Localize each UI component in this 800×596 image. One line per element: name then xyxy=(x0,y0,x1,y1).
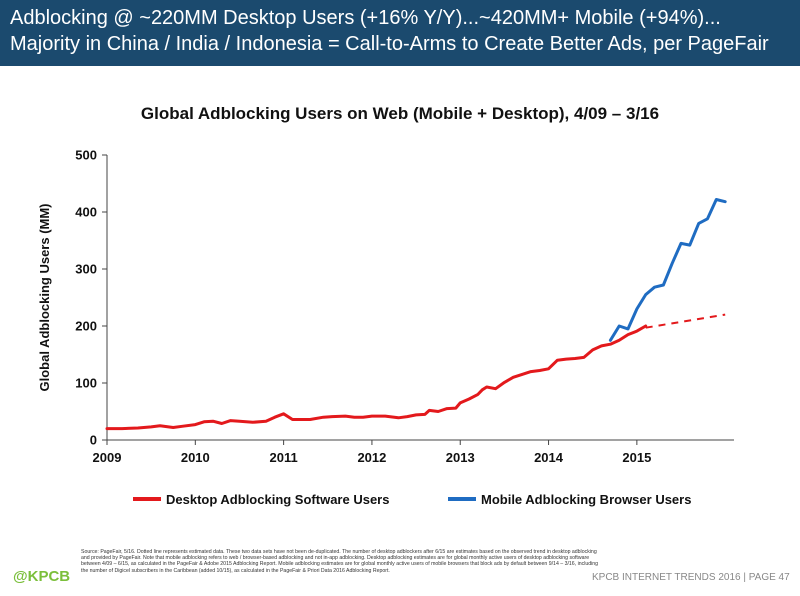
series-line-mobile xyxy=(608,198,727,342)
y-tick-label: 400 xyxy=(75,205,97,220)
x-tick-label: 2012 xyxy=(357,450,386,465)
legend-label-mobile: Mobile Adblocking Browser Users xyxy=(481,491,692,507)
footer-page-info: KPCB INTERNET TRENDS 2016 | PAGE 47 xyxy=(592,572,790,583)
x-tick-label: 2010 xyxy=(181,450,210,465)
y-tick-label: 100 xyxy=(75,376,97,391)
source-note: Source: PageFair, 5/16. Dotted line repr… xyxy=(81,549,599,574)
kpcb-logo: @KPCB xyxy=(13,568,71,585)
legend-swatch-desktop xyxy=(133,497,161,501)
legend-item-mobile: Mobile Adblocking Browser Users xyxy=(448,488,691,510)
y-tick-label: 500 xyxy=(75,148,97,163)
x-tick-label: 2009 xyxy=(93,450,122,465)
x-tick-label: 2011 xyxy=(270,450,298,465)
slide-header: Adblocking @ ~220MM Desktop Users (+16% … xyxy=(0,0,800,66)
legend-swatch-mobile xyxy=(448,497,476,501)
series-line-desktop xyxy=(105,324,648,431)
headline-line-1: Adblocking @ ~220MM Desktop Users (+16% … xyxy=(10,7,721,29)
y-tick-label: 200 xyxy=(75,319,97,334)
x-tick-label: 2015 xyxy=(622,450,651,465)
x-tick-label: 2014 xyxy=(534,450,564,465)
y-tick-label: 300 xyxy=(75,262,97,277)
legend-item-desktop: Desktop Adblocking Software Users xyxy=(133,488,389,510)
legend-label-desktop: Desktop Adblocking Software Users xyxy=(166,491,390,507)
headline-line-2: Majority in China / India / Indonesia = … xyxy=(10,33,769,55)
series-line-desktop-estimate xyxy=(645,313,726,329)
x-tick-label: 2013 xyxy=(446,450,475,465)
chart-title: Global Adblocking Users on Web (Mobile +… xyxy=(140,104,660,123)
y-tick-label: 0 xyxy=(90,433,97,448)
y-axis-title: Global Adblocking Users (MM) xyxy=(37,203,52,391)
